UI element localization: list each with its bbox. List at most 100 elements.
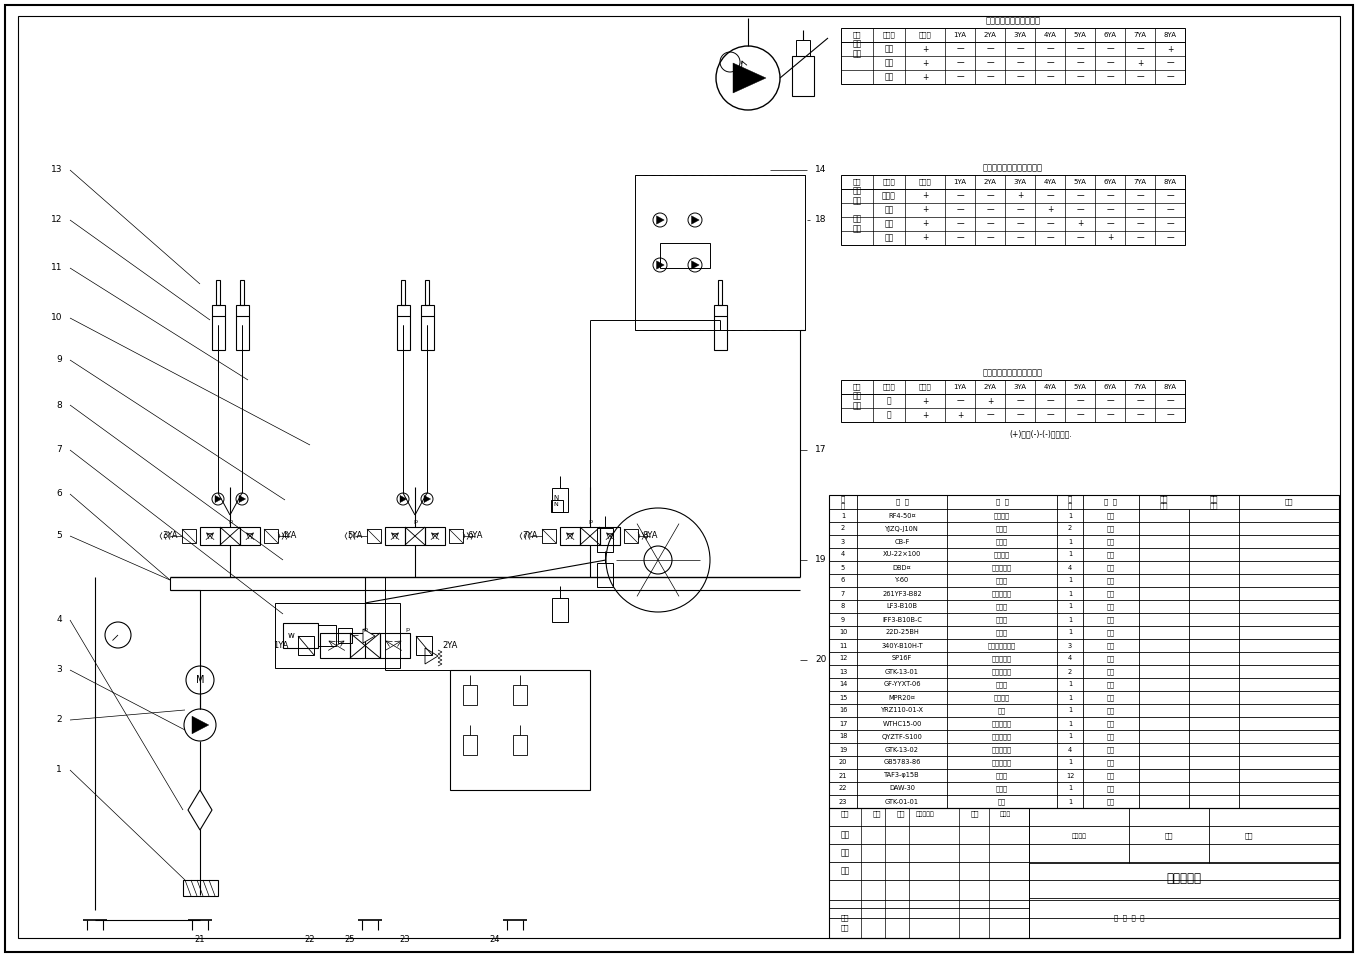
Text: 3: 3 <box>56 665 62 675</box>
Text: 7: 7 <box>841 590 845 596</box>
Text: 购件: 购件 <box>1107 616 1115 623</box>
Bar <box>200 527 220 545</box>
Text: —: — <box>1137 234 1143 242</box>
Text: 动臂: 动臂 <box>884 44 894 54</box>
Text: —: — <box>986 44 994 54</box>
Text: 回转缓冲阀: 回转缓冲阀 <box>991 721 1012 726</box>
Text: 支脹液压气: 支脹液压气 <box>991 668 1012 675</box>
Bar <box>718 280 722 305</box>
Text: 1: 1 <box>1067 513 1071 519</box>
Text: 7YA: 7YA <box>523 531 538 541</box>
Text: +: + <box>922 234 928 242</box>
Text: GTK-13-01: GTK-13-01 <box>885 669 919 675</box>
Text: 1YA: 1YA <box>273 641 288 650</box>
Bar <box>463 735 477 755</box>
Polygon shape <box>691 215 699 224</box>
Text: 6YA: 6YA <box>1104 384 1116 390</box>
Text: 3YA: 3YA <box>1013 32 1027 38</box>
Text: 设计: 设计 <box>841 831 850 839</box>
Text: 大蟆
折弯: 大蟆 折弯 <box>853 391 861 411</box>
Bar <box>551 598 568 622</box>
Text: 1: 1 <box>1067 577 1071 584</box>
Text: 1: 1 <box>1067 539 1071 545</box>
Text: 1: 1 <box>1067 604 1071 610</box>
Bar <box>796 40 809 56</box>
Text: 购件: 购件 <box>1107 681 1115 688</box>
Text: 6: 6 <box>841 577 845 584</box>
Text: —: — <box>1167 219 1173 229</box>
Text: 标记: 标记 <box>841 811 849 817</box>
Text: 2YA: 2YA <box>983 384 997 390</box>
Text: 工艺: 工艺 <box>841 924 849 931</box>
Text: 重量: 重量 <box>1165 833 1173 839</box>
Text: —: — <box>1046 191 1054 201</box>
Text: CB-F: CB-F <box>895 539 910 545</box>
Text: +: + <box>922 73 928 81</box>
Text: 22D-25BH: 22D-25BH <box>885 630 919 635</box>
Text: —: — <box>1016 396 1024 406</box>
Text: 2: 2 <box>841 525 845 531</box>
Text: —: — <box>1016 73 1024 81</box>
Text: 购件: 购件 <box>1107 590 1115 597</box>
Text: 缩臂: 缩臂 <box>884 234 894 242</box>
Text: 功能: 功能 <box>853 384 861 390</box>
Text: N: N <box>553 495 558 501</box>
Text: 2YA: 2YA <box>441 641 458 650</box>
Text: 5YA: 5YA <box>348 531 363 541</box>
Text: 4YA: 4YA <box>1043 384 1057 390</box>
Bar <box>216 280 220 305</box>
Text: 收臂: 收臂 <box>884 58 894 68</box>
Bar <box>542 529 555 543</box>
Text: 8: 8 <box>841 604 845 610</box>
Bar <box>320 633 350 658</box>
Bar <box>841 380 1186 422</box>
Text: 1: 1 <box>1067 551 1071 558</box>
Text: 7YA: 7YA <box>1134 179 1146 185</box>
Text: 液压泵: 液压泵 <box>918 384 932 390</box>
Text: +: + <box>922 44 928 54</box>
Text: 5: 5 <box>841 565 845 570</box>
Text: 液压泵: 液压泵 <box>995 538 1008 545</box>
Text: 4: 4 <box>1067 656 1071 661</box>
Polygon shape <box>733 63 766 93</box>
Text: 购件: 购件 <box>1107 538 1115 545</box>
Text: M: M <box>196 675 204 685</box>
Polygon shape <box>215 496 221 502</box>
Text: —: — <box>1076 58 1084 68</box>
Text: 2YA: 2YA <box>983 32 997 38</box>
Bar <box>318 625 335 646</box>
Text: YJZQ-J10N: YJZQ-J10N <box>885 525 919 531</box>
Text: 缩: 缩 <box>887 411 891 419</box>
Bar <box>350 633 380 658</box>
Text: —: — <box>986 58 994 68</box>
Bar <box>425 280 429 305</box>
Text: 三位四连换向阀: 三位四连换向阀 <box>989 642 1016 649</box>
Text: +: + <box>922 396 928 406</box>
Text: —: — <box>1167 411 1173 419</box>
Text: 总计
重量: 总计 重量 <box>1210 495 1218 509</box>
Text: RF4-50¤: RF4-50¤ <box>888 513 915 519</box>
Text: 1: 1 <box>56 766 62 774</box>
Text: —: — <box>1167 58 1173 68</box>
Text: 13: 13 <box>50 166 62 174</box>
Text: 2: 2 <box>57 716 62 724</box>
Text: —: — <box>1167 234 1173 242</box>
Text: 批准: 批准 <box>841 915 849 922</box>
Text: —: — <box>1046 396 1054 406</box>
Text: 支脹操作阀: 支脹操作阀 <box>991 590 1012 597</box>
Text: 签名: 签名 <box>971 811 979 817</box>
Polygon shape <box>425 648 439 664</box>
Text: 340Y-B10H-T: 340Y-B10H-T <box>881 642 923 649</box>
Bar <box>397 305 410 350</box>
Text: 购件: 购件 <box>1107 759 1115 766</box>
Bar <box>367 529 382 543</box>
Text: 购件: 购件 <box>1107 525 1115 532</box>
Bar <box>513 735 527 755</box>
Text: 功能: 功能 <box>853 179 861 186</box>
Text: 处数: 处数 <box>873 811 881 817</box>
Text: —: — <box>1016 234 1024 242</box>
Text: 11: 11 <box>839 642 847 649</box>
Text: —: — <box>986 206 994 214</box>
Text: 购件: 购件 <box>1107 798 1115 805</box>
Text: 工作位: 工作位 <box>883 384 895 390</box>
